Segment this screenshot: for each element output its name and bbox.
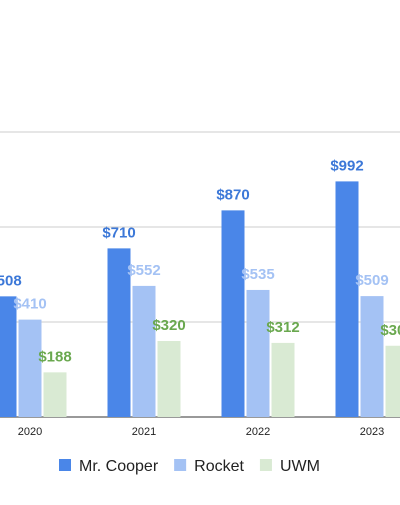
bar-rocket-2021 [133, 286, 156, 417]
legend-swatch [260, 459, 272, 471]
data-label: $552 [127, 262, 160, 279]
data-label: $992 [330, 157, 363, 174]
data-label: $508 [0, 272, 22, 289]
legend-swatch [59, 459, 71, 471]
legend-swatch [174, 459, 186, 471]
data-label: $188 [38, 348, 71, 365]
data-label: $312 [266, 319, 299, 336]
data-label: $509 [355, 272, 388, 289]
data-label: $410 [13, 296, 46, 313]
legend: Mr. Cooper Rocket UWM [59, 458, 320, 475]
legend-item-rocket: Rocket [174, 458, 244, 475]
bar-rocket-2023 [361, 296, 384, 417]
x-tick-label: 2021 [132, 426, 156, 438]
x-tick-label: 2023 [360, 426, 384, 438]
bar-uwm-2020 [44, 372, 67, 417]
x-tick-label: 2020 [18, 426, 42, 438]
data-label: $870 [216, 186, 249, 203]
x-axis: 20192020202120222023 [0, 426, 384, 438]
bar-mr-cooper-2023 [336, 181, 359, 417]
bar-rocket-2022 [247, 290, 270, 417]
legend-label: UWM [280, 458, 320, 475]
bar-uwm-2022 [272, 343, 295, 417]
bars [0, 181, 400, 417]
bar-mr-cooper-2020 [0, 296, 17, 417]
bar-rocket-2020 [19, 320, 42, 417]
legend-label: Mr. Cooper [79, 458, 159, 475]
legend-item-uwm: UWM [260, 458, 320, 475]
x-tick-label: 2022 [246, 426, 270, 438]
data-label: $535 [241, 266, 274, 283]
data-label: $710 [102, 224, 135, 241]
bar-uwm-2023 [386, 346, 400, 417]
legend-item-mr-cooper: Mr. Cooper [59, 458, 159, 475]
bar-mr-cooper-2022 [222, 210, 245, 417]
data-label: $320 [152, 317, 185, 334]
data-label: $300 [380, 322, 400, 339]
bar-uwm-2021 [158, 341, 181, 417]
legend-label: Rocket [194, 458, 244, 475]
